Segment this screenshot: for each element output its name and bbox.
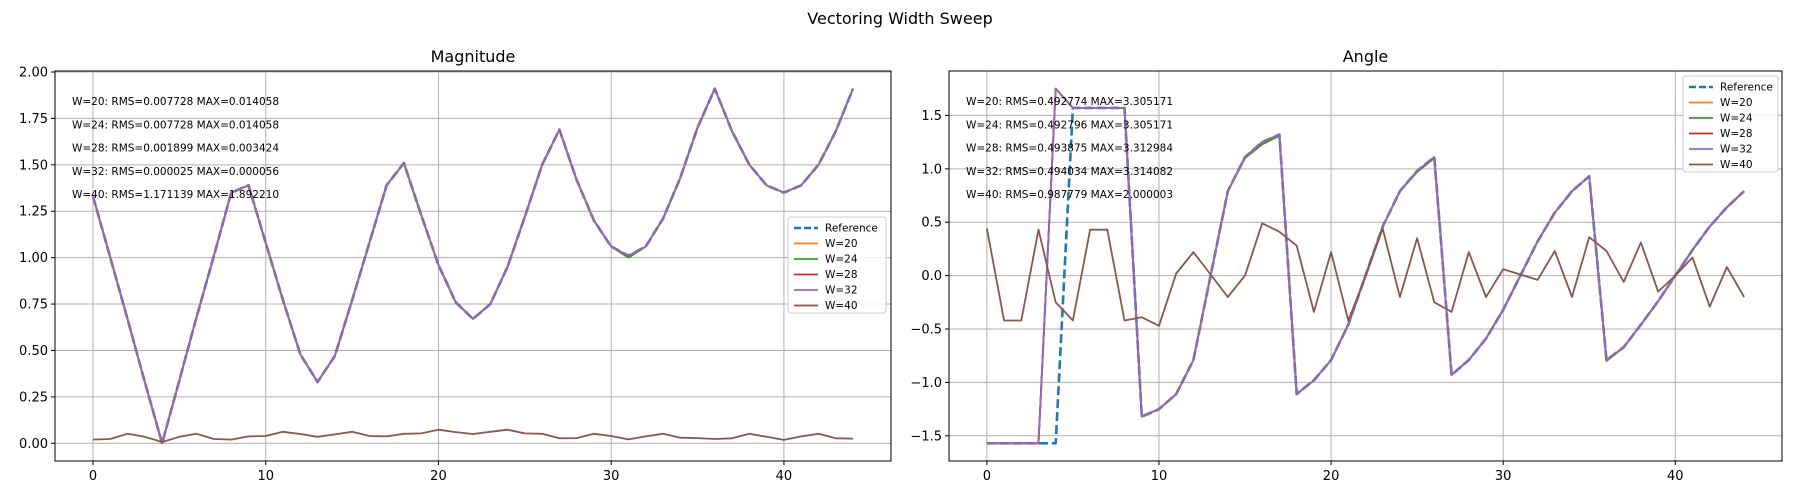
- y-tick-label: 1.00: [19, 251, 48, 266]
- legend-label: W=24: [825, 254, 858, 266]
- y-tick-label: 2.00: [19, 66, 48, 81]
- y-tick-label: 0.5: [921, 216, 942, 231]
- y-tick-label: 0.00: [19, 437, 48, 452]
- rms-annotation: W=24: RMS=0.492796 MAX=3.305171: [966, 119, 1173, 131]
- x-tick-label: 20: [1323, 469, 1340, 484]
- series-line-w-32: [92, 87, 854, 445]
- x-tick-label: 40: [776, 469, 793, 484]
- legend-label: Reference: [1720, 82, 1773, 94]
- axes-frame: [54, 70, 892, 462]
- legend-label: W=20: [825, 238, 858, 250]
- figure-title: Vectoring Width Sweep: [807, 9, 992, 28]
- y-tick-label: 1.50: [19, 158, 48, 173]
- rms-annotation: W=24: RMS=0.007728 MAX=0.014058: [72, 119, 279, 131]
- x-tick-label: 40: [1667, 469, 1684, 484]
- angle-axes: Angle 0 10 20 30 40 −1.5 −1.0 −0.5 0.0 0.5 1.0 1.5 W=…: [910, 47, 1783, 484]
- legend-label: W=32: [825, 285, 858, 297]
- rms-annotation: W=32: RMS=0.494034 MAX=3.314082: [966, 166, 1173, 178]
- legend-label: W=24: [1720, 113, 1753, 125]
- legend-label: W=40: [825, 300, 858, 312]
- x-tick-label: 10: [1151, 469, 1168, 484]
- y-tick-label: −1.0: [910, 376, 942, 391]
- axes-title: Angle: [1343, 47, 1389, 66]
- axes-frame: [948, 70, 1783, 462]
- legend: Reference W=20 W=24 W=28 W=32 W=40: [787, 216, 887, 314]
- legend-label: W=28: [825, 269, 858, 281]
- x-tick-label: 10: [257, 469, 274, 484]
- y-tick-label: 1.75: [19, 112, 48, 127]
- y-tick-label: 1.0: [921, 162, 942, 177]
- rms-annotation: W=20: RMS=0.007728 MAX=0.014058: [72, 96, 279, 108]
- rms-annotation: W=32: RMS=0.000025 MAX=0.000056: [72, 166, 279, 178]
- y-tick-label: −0.5: [910, 323, 942, 338]
- rms-annotation: W=40: RMS=0.987779 MAX=2.000003: [966, 189, 1173, 201]
- x-tick-label: 0: [983, 469, 991, 484]
- x-tick-label: 30: [603, 469, 620, 484]
- y-tick-label: 0.25: [19, 390, 48, 405]
- legend-box: [1682, 75, 1779, 173]
- rms-annotation: W=28: RMS=0.493875 MAX=3.312984: [966, 143, 1173, 155]
- rms-annotation: W=40: RMS=1.171139 MAX=1.892210: [72, 189, 279, 201]
- axes-title: Magnitude: [431, 47, 516, 66]
- legend-label: W=20: [1720, 97, 1753, 109]
- x-tick-label: 30: [1495, 469, 1512, 484]
- x-tick-label: 20: [430, 469, 447, 484]
- legend-label: W=32: [1720, 144, 1753, 156]
- series-line-w-40: [92, 428, 854, 443]
- legend-label: W=28: [1720, 128, 1753, 140]
- y-tick-label: 0.0: [921, 269, 942, 284]
- magnitude-axes: Magnitude 0 10 20 30 40 0.00 0.25 0.50 0.75 1.00 1.…: [19, 47, 892, 484]
- x-tick-label: 0: [89, 469, 97, 484]
- legend-box: [787, 216, 887, 314]
- y-tick-label: 1.25: [19, 205, 48, 220]
- legend-label: Reference: [825, 223, 878, 235]
- rms-annotation: W=20: RMS=0.492774 MAX=3.305171: [966, 96, 1173, 108]
- legend-label: W=40: [1720, 159, 1753, 171]
- y-tick-label: 1.5: [921, 109, 942, 124]
- legend: Reference W=20 W=24 W=28 W=32 W=40: [1682, 75, 1779, 173]
- series-line-w-40: [986, 222, 1745, 327]
- rms-annotation: W=28: RMS=0.001899 MAX=0.003424: [72, 143, 279, 155]
- y-tick-label: −1.5: [910, 429, 942, 444]
- y-tick-label: 0.50: [19, 344, 48, 359]
- y-tick-label: 0.75: [19, 298, 48, 313]
